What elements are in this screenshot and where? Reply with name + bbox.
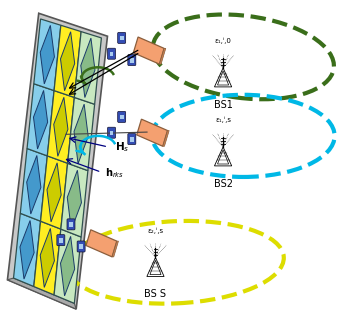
Polygon shape: [147, 258, 164, 276]
Polygon shape: [7, 13, 107, 309]
FancyBboxPatch shape: [107, 48, 116, 59]
Polygon shape: [14, 213, 41, 287]
Polygon shape: [61, 236, 75, 296]
Polygon shape: [137, 119, 167, 146]
Bar: [130, 137, 134, 142]
Text: BS1: BS1: [214, 100, 233, 110]
Bar: [110, 52, 114, 56]
Polygon shape: [54, 25, 81, 97]
FancyBboxPatch shape: [67, 219, 75, 230]
Polygon shape: [86, 230, 117, 257]
FancyBboxPatch shape: [128, 134, 136, 144]
Polygon shape: [40, 25, 54, 84]
FancyBboxPatch shape: [118, 33, 126, 43]
Polygon shape: [54, 229, 81, 303]
Text: BS S: BS S: [144, 289, 167, 299]
FancyBboxPatch shape: [118, 112, 126, 122]
Text: ε₁,ⁱ,s: ε₁,ⁱ,s: [215, 116, 231, 123]
Bar: [59, 238, 63, 243]
Polygon shape: [134, 37, 164, 64]
FancyBboxPatch shape: [77, 241, 85, 252]
Text: ε₁,ⁱ,0: ε₁,ⁱ,0: [215, 37, 232, 44]
Polygon shape: [74, 104, 88, 164]
Polygon shape: [54, 97, 68, 156]
Polygon shape: [7, 278, 76, 309]
Polygon shape: [67, 170, 81, 230]
Bar: [79, 245, 83, 249]
Polygon shape: [34, 19, 61, 91]
Polygon shape: [61, 32, 75, 91]
Polygon shape: [41, 156, 68, 229]
Polygon shape: [47, 163, 61, 222]
Bar: [120, 115, 124, 119]
Polygon shape: [218, 71, 228, 85]
Text: $\mathbf{H}_s$: $\mathbf{H}_s$: [115, 140, 129, 154]
Polygon shape: [27, 84, 54, 156]
Bar: [110, 131, 114, 135]
Polygon shape: [215, 68, 232, 87]
Polygon shape: [150, 260, 161, 275]
Polygon shape: [34, 221, 61, 295]
Polygon shape: [74, 32, 101, 104]
FancyBboxPatch shape: [107, 127, 116, 138]
Bar: [69, 222, 73, 227]
Polygon shape: [68, 97, 95, 171]
Polygon shape: [47, 91, 74, 163]
Polygon shape: [160, 48, 166, 64]
FancyBboxPatch shape: [128, 55, 136, 65]
Polygon shape: [81, 38, 95, 98]
Polygon shape: [215, 147, 232, 166]
Polygon shape: [20, 221, 34, 279]
Text: BS2: BS2: [214, 179, 233, 189]
Polygon shape: [163, 131, 169, 146]
Polygon shape: [40, 228, 54, 288]
Text: $\mathbf{h}_{rks}$: $\mathbf{h}_{rks}$: [105, 166, 124, 180]
FancyBboxPatch shape: [57, 235, 65, 246]
Text: ε₂,ⁱ,s: ε₂,ⁱ,s: [147, 227, 164, 234]
Polygon shape: [27, 155, 41, 214]
Bar: [130, 58, 134, 63]
Polygon shape: [20, 149, 47, 221]
Polygon shape: [112, 241, 118, 257]
Polygon shape: [218, 150, 228, 164]
Polygon shape: [61, 163, 88, 237]
Bar: [120, 36, 124, 40]
Polygon shape: [33, 90, 48, 149]
